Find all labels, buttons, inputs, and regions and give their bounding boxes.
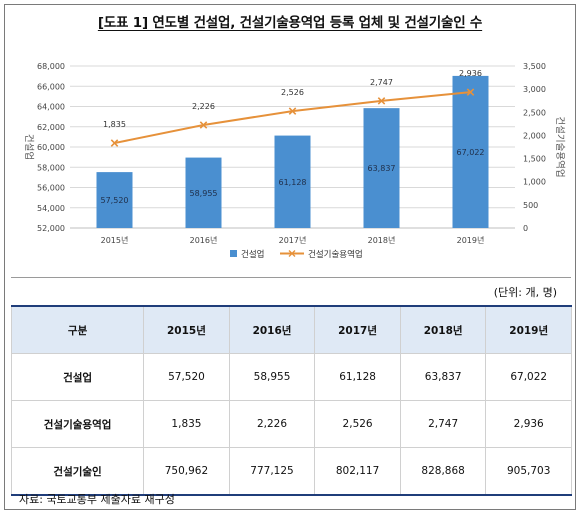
- header-cell: 구분: [10, 305, 145, 354]
- x-tick-label: 2015년: [101, 235, 129, 245]
- y-tick-left: 68,000: [37, 62, 65, 71]
- line-value-label: 2,226: [192, 102, 215, 111]
- line-point: [288, 107, 297, 115]
- row-label: 건설기술인: [10, 447, 145, 496]
- y-tick-right: 2,500: [523, 108, 546, 117]
- legend-swatch-bar: [230, 250, 237, 257]
- table-cell: 61,128: [314, 353, 401, 401]
- table-cell: 1,835: [143, 400, 230, 448]
- line-point: [466, 88, 475, 96]
- y-tick-left: 62,000: [37, 123, 65, 132]
- line-series: [114, 91, 471, 145]
- figure-title: [도표 1] 연도별 건설업, 건설기술용역업 등록 업체 및 건설기술인 수: [97, 15, 483, 31]
- row-label: 건설기술용역업: [10, 400, 145, 448]
- data-table: 구분 2015년 2016년 2017년 2018년 2019년 건설업 57,…: [10, 305, 572, 496]
- header-cell: 2015년: [143, 305, 230, 354]
- section-divider: [11, 277, 571, 278]
- table-cell: 63,837: [399, 353, 487, 401]
- header-cell: 2018년: [399, 305, 487, 354]
- bar: [363, 108, 400, 228]
- x-tick-label: 2018년: [368, 235, 396, 245]
- y-tick-right: 2,000: [523, 131, 546, 140]
- x-tick-label: 2017년: [279, 235, 307, 245]
- line-point: [377, 97, 386, 105]
- row-label: 건설업: [10, 353, 145, 401]
- bar-value-label: 63,837: [368, 164, 396, 173]
- table-cell: 777,125: [228, 447, 316, 496]
- table-cell: 802,117: [314, 447, 401, 496]
- y-tick-left: 52,000: [37, 224, 65, 233]
- table-cell: 905,703: [485, 447, 572, 496]
- legend-marker: [288, 250, 296, 257]
- y-tick-left: 58,000: [37, 163, 65, 172]
- line-point: [199, 121, 208, 129]
- combo-chart: 52,000 54,000 56,000 58,000 60,000 62,000 64,0…: [23, 62, 566, 260]
- y-tick-right: 0: [523, 224, 528, 233]
- bar: [452, 75, 489, 228]
- table-cell: 750,962: [143, 447, 230, 496]
- y-tick-right: 1,500: [523, 155, 546, 164]
- bar-value-label: 67,022: [457, 148, 485, 157]
- y-tick-left: 56,000: [37, 184, 65, 193]
- table-row: 건설기술인 750,962 777,125 802,117 828,868 90…: [10, 447, 572, 496]
- table-cell: 2,226: [228, 400, 316, 448]
- y-tick-left: 64,000: [37, 103, 65, 112]
- bar: [96, 172, 133, 228]
- bar: [274, 135, 311, 228]
- table-row: 건설기술용역업 1,835 2,226 2,526 2,747 2,936: [10, 400, 572, 448]
- y-tick-right: 1,000: [523, 178, 546, 187]
- table-header-row: 구분 2015년 2016년 2017년 2018년 2019년: [10, 305, 572, 354]
- table-row: 건설업 57,520 58,955 61,128 63,837 67,022: [10, 353, 572, 401]
- line-value-label: 1,835: [103, 120, 126, 129]
- table-cell: 2,526: [314, 400, 401, 448]
- line-value-label: 2,526: [281, 88, 304, 97]
- y-axis-title-right: 건설기술용역업: [554, 116, 566, 177]
- legend-label: 건설기술용역업: [308, 249, 363, 260]
- x-tick-label: 2019년: [457, 235, 485, 245]
- table-cell: 58,955: [228, 353, 316, 401]
- line-value-label: 2,936: [459, 69, 482, 78]
- table-cell: 2,747: [399, 400, 487, 448]
- y-tick-left: 54,000: [37, 204, 65, 213]
- y-tick-right: 3,000: [523, 85, 546, 94]
- header-cell: 2016년: [228, 305, 316, 354]
- x-tick-label: 2016년: [190, 235, 218, 245]
- y-tick-right: 500: [523, 201, 538, 210]
- header-cell: 2019년: [485, 305, 572, 354]
- unit-note: (단위: 개, 명): [493, 286, 557, 299]
- table-cell: 67,022: [485, 353, 572, 401]
- line-point: [110, 139, 119, 147]
- bar-value-label: 61,128: [279, 178, 307, 187]
- bar-value-label: 57,520: [101, 196, 129, 205]
- y-tick-left: 66,000: [37, 82, 65, 91]
- y-tick-right: 3,500: [523, 62, 546, 71]
- y-tick-left: 60,000: [37, 143, 65, 152]
- table-cell: 57,520: [143, 353, 230, 401]
- figure-frame: [도표 1] 연도별 건설업, 건설기술용역업 등록 업체 및 건설기술인 수 …: [4, 4, 576, 510]
- table-cell: 828,868: [399, 447, 487, 496]
- source-note: 자료: 국토교통부 제출자료 재구성: [19, 493, 175, 506]
- legend-label: 건설업: [241, 249, 264, 260]
- header-cell: 2017년: [314, 305, 401, 354]
- bar: [185, 157, 222, 228]
- bar-value-label: 58,955: [190, 189, 218, 198]
- line-value-label: 2,747: [370, 78, 393, 87]
- y-axis-title-left: 건설업: [23, 134, 35, 160]
- table-cell: 2,936: [485, 400, 572, 448]
